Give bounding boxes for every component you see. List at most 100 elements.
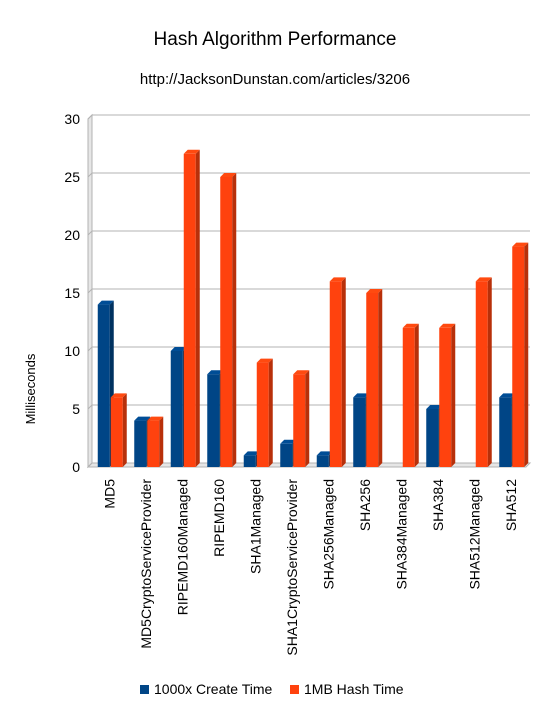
y-tick-label: 30 — [64, 111, 80, 127]
y-tick-label: 5 — [72, 401, 80, 417]
bar-side — [195, 149, 200, 468]
gridline-edge — [87, 288, 93, 294]
gridline-edge — [87, 462, 93, 468]
bar-front — [426, 409, 439, 467]
x-tick-label: RIPEMD160 — [211, 479, 227, 557]
bar-top — [512, 242, 529, 247]
bar-top — [499, 393, 516, 398]
bar-top — [170, 347, 187, 351]
bar-front — [170, 351, 183, 467]
gridline-edge — [87, 114, 93, 120]
bar-top — [316, 451, 333, 456]
bar-top — [256, 358, 273, 363]
gridline-edge — [87, 230, 93, 236]
bar-front — [97, 304, 110, 467]
bar — [402, 323, 419, 467]
bar-side — [378, 289, 383, 467]
bar-top — [97, 300, 114, 305]
gridline-edge — [87, 346, 93, 352]
gridline-edge — [87, 404, 93, 410]
chart-title: Hash Algorithm Performance — [154, 29, 397, 50]
legend-item: 1000x Create Time — [140, 681, 272, 697]
bar-top — [426, 405, 443, 409]
chart-subtitle: http://JacksonDunstan.com/articles/3206 — [140, 71, 410, 88]
bar-front — [512, 246, 525, 467]
x-tick-label: SHA512Managed — [466, 479, 482, 590]
bar-top — [329, 277, 346, 282]
bar-front — [110, 397, 123, 467]
bar-top — [183, 149, 200, 154]
bar-top — [439, 323, 456, 328]
x-tick-label: SHA1Managed — [247, 479, 263, 574]
bar-front — [475, 281, 488, 467]
bar-top — [280, 439, 297, 444]
legend-label: 1000x Create Time — [154, 681, 272, 697]
bar-top — [293, 370, 310, 375]
bar — [475, 277, 492, 467]
bar-front — [293, 374, 306, 467]
bar-front — [280, 443, 293, 467]
bar-front — [207, 374, 220, 467]
legend-item: 1MB Hash Time — [290, 681, 404, 697]
x-tick-label: SHA1CryptoServiceProvider — [284, 479, 300, 656]
bar-side — [451, 323, 456, 467]
y-tick-label: 15 — [64, 285, 80, 301]
legend-swatch — [140, 685, 149, 694]
y-tick-label: 25 — [64, 169, 80, 185]
bar-top — [402, 323, 419, 328]
bar-front — [183, 153, 196, 468]
bar-front — [439, 327, 452, 467]
bar-front — [243, 455, 256, 467]
bar-top — [243, 451, 260, 456]
bar-side — [341, 277, 346, 467]
bar-top — [353, 393, 370, 398]
bar-top — [475, 277, 492, 282]
bar-top — [220, 173, 237, 177]
legend-swatch — [290, 685, 299, 694]
bar-top — [134, 416, 151, 421]
bar — [293, 370, 310, 467]
bar-front — [147, 420, 160, 467]
x-tick-label: MD5 — [101, 479, 117, 509]
y-tick-label: 20 — [64, 227, 80, 243]
bar-front — [402, 327, 415, 467]
bar-side — [268, 358, 273, 467]
bar — [256, 358, 273, 467]
bar-front — [316, 455, 329, 467]
bar-top — [147, 416, 164, 421]
bar-front — [256, 362, 269, 467]
bar-side — [414, 323, 419, 467]
x-tick-label: SHA256Managed — [320, 479, 336, 590]
bar-side — [122, 393, 127, 467]
bar-top — [207, 370, 224, 375]
bar-front — [220, 177, 233, 467]
gridline-edge — [87, 172, 93, 178]
bar-front — [499, 397, 512, 467]
y-tick-label: 0 — [72, 459, 80, 475]
bar — [110, 393, 127, 467]
bar-front — [134, 420, 147, 467]
bar-side — [232, 173, 237, 467]
bar-front — [329, 281, 342, 467]
legend: 1000x Create Time 1MB Hash Time — [140, 681, 404, 697]
bar — [220, 173, 237, 467]
bar-side — [159, 416, 164, 467]
bar-front — [353, 397, 366, 467]
legend-label: 1MB Hash Time — [304, 681, 404, 697]
y-axis-label: Milliseconds — [23, 353, 38, 424]
bar — [439, 323, 456, 467]
bar-top — [366, 289, 383, 293]
bar-side — [305, 370, 310, 467]
bar — [366, 289, 383, 467]
bar-top — [110, 393, 127, 398]
bar-side — [524, 242, 529, 467]
bar — [97, 300, 114, 467]
x-tick-label: MD5CryptoServiceProvider — [138, 479, 154, 649]
bar-front — [366, 293, 379, 467]
bar — [183, 149, 200, 468]
x-tick-label: SHA384 — [430, 479, 446, 531]
bar — [329, 277, 346, 467]
x-tick-label: SHA512 — [503, 479, 519, 531]
